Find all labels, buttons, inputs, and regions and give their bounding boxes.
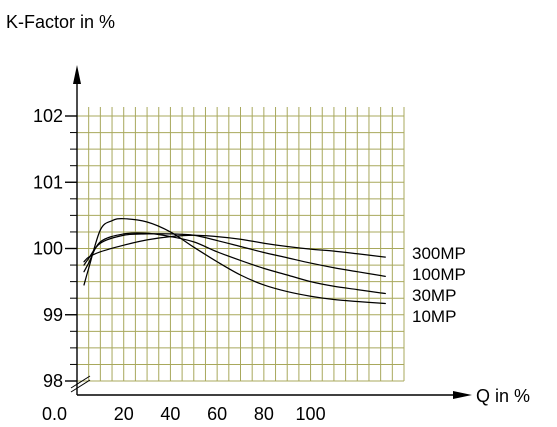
x-origin-label: 0.0 (42, 404, 67, 424)
chart-texts: K-Factor in % Q in % 0.0 (6, 12, 530, 424)
series-line-100mp (83, 233, 386, 277)
x-tick-label: 80 (254, 404, 274, 424)
axes (70, 65, 472, 399)
series-lines (83, 218, 386, 305)
series-line-10mp (83, 218, 386, 305)
x-tick-label: 100 (296, 404, 326, 424)
series-label-300mp: 300MP (412, 244, 466, 263)
series-line-30mp (83, 232, 386, 295)
x-tick-label: 60 (207, 404, 227, 424)
y-tick-label: 98 (43, 371, 63, 391)
ticks (65, 115, 77, 382)
x-axis-title: Q in % (476, 386, 530, 406)
x-tick-label: 20 (114, 404, 134, 424)
y-tick-label: 100 (33, 239, 63, 259)
y-axis-arrow (73, 65, 81, 84)
series-label-30mp: 30MP (412, 286, 456, 305)
series-label-100mp: 100MP (412, 265, 466, 284)
y-tick-label: 102 (33, 106, 63, 126)
x-tick-label: 40 (160, 404, 180, 424)
y-tick-label: 99 (43, 305, 63, 325)
y-axis-title: K-Factor in % (6, 12, 115, 32)
series-label-10mp: 10MP (412, 307, 456, 326)
axis-break-mark (70, 375, 91, 389)
y-tick-label: 101 (33, 172, 63, 192)
series-line-300mp (83, 234, 386, 263)
series-labels: 300MP 100MP 30MP 10MP (412, 244, 466, 326)
axis-break-mark (70, 379, 91, 393)
tick-labels: 98 99 100 101 102 20 40 60 80 100 (33, 106, 326, 424)
x-axis-arrow (453, 391, 472, 399)
